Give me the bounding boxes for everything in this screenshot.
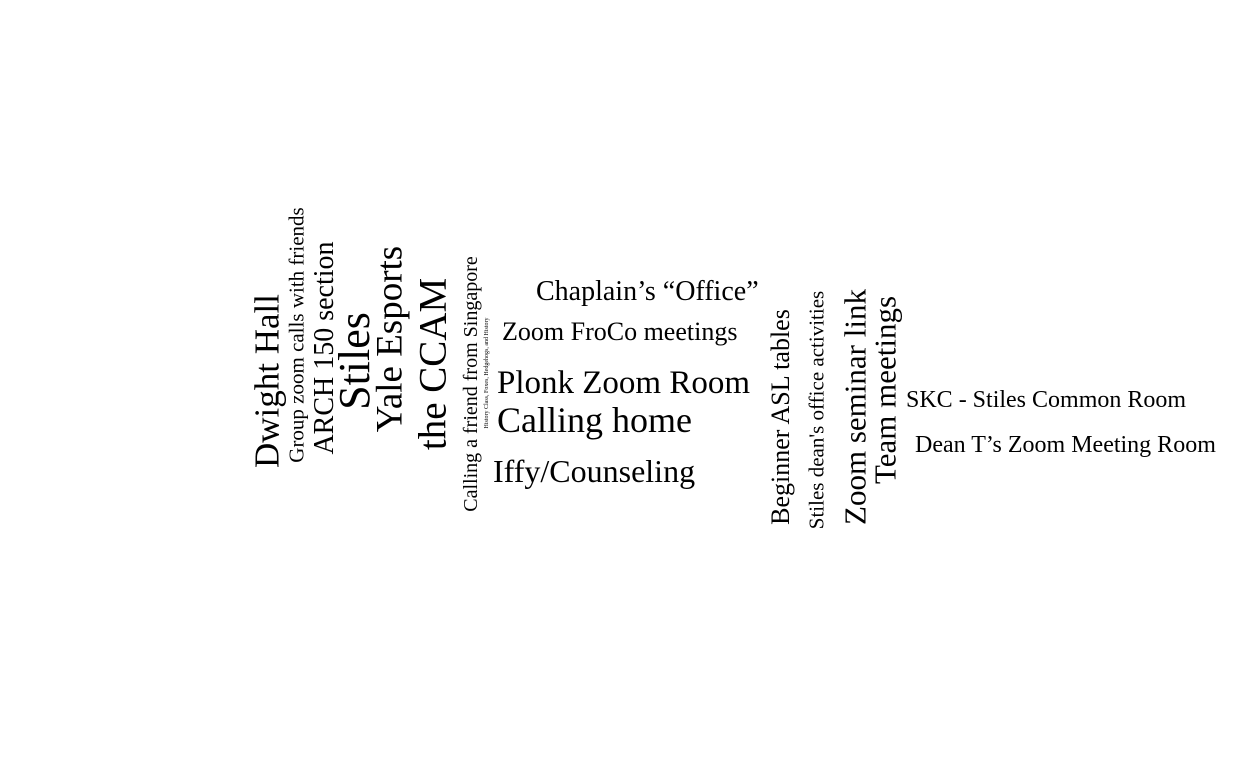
word-calling-a-friend: Calling a friend from Singapore (460, 256, 482, 512)
word-zoom-seminar-link: Zoom seminar link (837, 289, 873, 525)
word-group-zoom-calls: Group zoom calls with friends (284, 207, 309, 463)
word-history-class: History Class, Foxes, Hedgehogs, and His… (484, 317, 490, 429)
word-iffy-counseling: Iffy/Counseling (493, 453, 696, 489)
word-stiles-deans-office: Stiles dean's office activities (804, 290, 829, 530)
word-yale-esports: Yale Esports (369, 245, 411, 433)
word-dwight-hall: Dwight Hall (247, 293, 287, 469)
word-chaplains-office: Chaplain’s “Office” (536, 276, 759, 307)
word-dean-t-zoom-room: Dean T’s Zoom Meeting Room (915, 432, 1216, 458)
word-beginner-asl-tables: Beginner ASL tables (766, 309, 795, 525)
word-plonk-zoom-room: Plonk Zoom Room (497, 365, 751, 401)
word-team-meetings: Team meetings (867, 295, 903, 485)
word-skc-stiles-common-room: SKC - Stiles Common Room (906, 387, 1187, 413)
word-zoom-froco-meetings: Zoom FroCo meetings (502, 317, 738, 346)
word-calling-home: Calling home (497, 400, 692, 440)
word-the-ccam: the CCAM (411, 277, 455, 451)
